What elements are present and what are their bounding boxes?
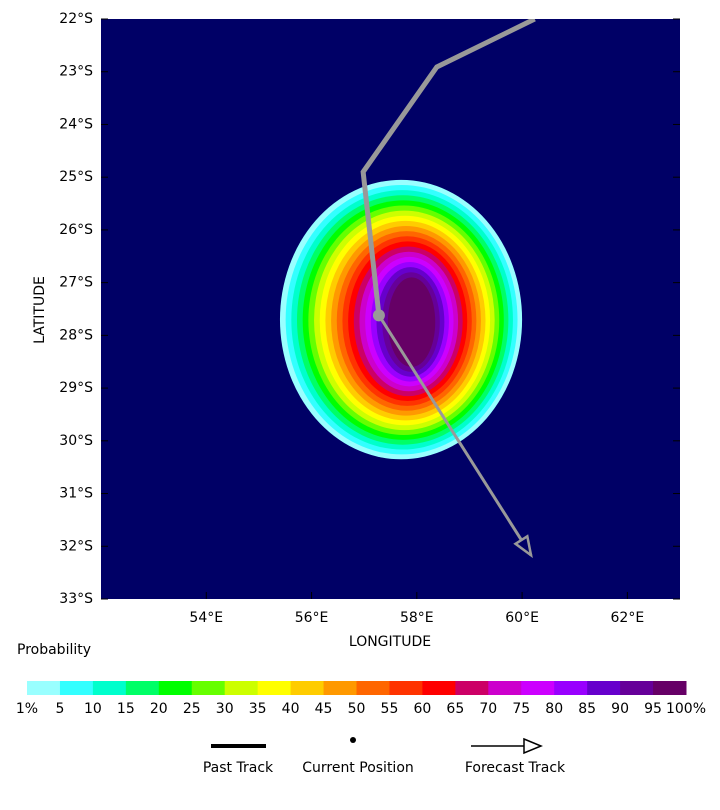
colorbar-label: 100% [666, 701, 706, 717]
forecast-track [377, 314, 533, 557]
colorbar-label: 60 [413, 701, 431, 717]
colorbar-box [125, 681, 160, 695]
colorbar-box [521, 681, 555, 695]
legend-label: Past Track [203, 760, 274, 776]
y-tick-label: 25°S [59, 169, 93, 185]
colorbar-box [587, 681, 621, 695]
colorbar-box [620, 681, 654, 695]
colorbar-label: 5 [55, 701, 64, 717]
colorbar-label: 45 [315, 701, 333, 717]
colorbar-label: 15 [117, 701, 135, 717]
x-axis-label: LONGITUDE [349, 634, 431, 650]
x-tick-label: 58°E [400, 610, 434, 626]
colorbar-title: Probability [17, 642, 91, 658]
colorbar-box [257, 681, 292, 695]
legend-forecast-arrow [523, 737, 543, 755]
colorbar-box [290, 681, 325, 695]
colorbar-box [158, 681, 193, 695]
colorbar-box [59, 681, 94, 695]
colorbar-label: 25 [183, 701, 201, 717]
y-tick-label: 28°S [59, 327, 93, 343]
colorbar-label: 50 [348, 701, 366, 717]
colorbar-box [455, 681, 489, 695]
x-tick-label: 60°E [505, 610, 539, 626]
colorbar-label: 70 [479, 701, 497, 717]
y-tick-label: 24°S [59, 116, 93, 132]
colorbar-box [224, 681, 259, 695]
past-track [360, 19, 536, 316]
legend-label: Current Position [302, 760, 414, 776]
y-tick-label: 31°S [59, 486, 93, 502]
y-tick-label: 26°S [59, 222, 93, 238]
colorbar-box [422, 681, 456, 695]
colorbar-label: 90 [611, 701, 629, 717]
colorbar-box [356, 681, 390, 695]
colorbar-box [191, 681, 226, 695]
y-axis-label: LATITUDE [32, 276, 48, 344]
legend-current-position [350, 737, 356, 743]
colorbar-label: 55 [381, 701, 399, 717]
current-position [372, 309, 385, 322]
x-tick-label: 62°E [611, 610, 645, 626]
y-tick-label: 27°S [59, 275, 93, 291]
colorbar-label: 10 [84, 701, 102, 717]
y-tick-label: 30°S [59, 433, 93, 449]
colorbar-label: 20 [150, 701, 168, 717]
colorbar-label: 1% [16, 701, 38, 717]
colorbar-label: 75 [512, 701, 530, 717]
probability-field [279, 19, 536, 559]
legend-label: Forecast Track [465, 760, 566, 776]
y-tick-label: 33°S [59, 591, 93, 607]
x-tick-label: 56°E [295, 610, 329, 626]
colorbar-box [27, 681, 61, 695]
y-tick-label: 22°S [59, 11, 93, 27]
colorbar-box [653, 681, 687, 695]
y-tick-label: 29°S [59, 380, 93, 396]
colorbar-label: 30 [216, 701, 234, 717]
y-tick-label: 32°S [59, 538, 93, 554]
colorbar-box [92, 681, 127, 695]
forecast-arrowhead [513, 534, 533, 559]
colorbar-label: 65 [446, 701, 464, 717]
colorbar-box [323, 681, 357, 695]
y-tick-label: 23°S [59, 64, 93, 80]
colorbar-label: 40 [282, 701, 300, 717]
x-tick-label: 54°E [189, 610, 223, 626]
colorbar-box [389, 681, 423, 695]
colorbar-box [488, 681, 522, 695]
probability-region [387, 277, 436, 367]
colorbar-label: 95 [644, 701, 662, 717]
colorbar-label: 35 [249, 701, 267, 717]
colorbar-box [554, 681, 588, 695]
colorbar-label: 85 [578, 701, 596, 717]
colorbar-label: 80 [545, 701, 563, 717]
